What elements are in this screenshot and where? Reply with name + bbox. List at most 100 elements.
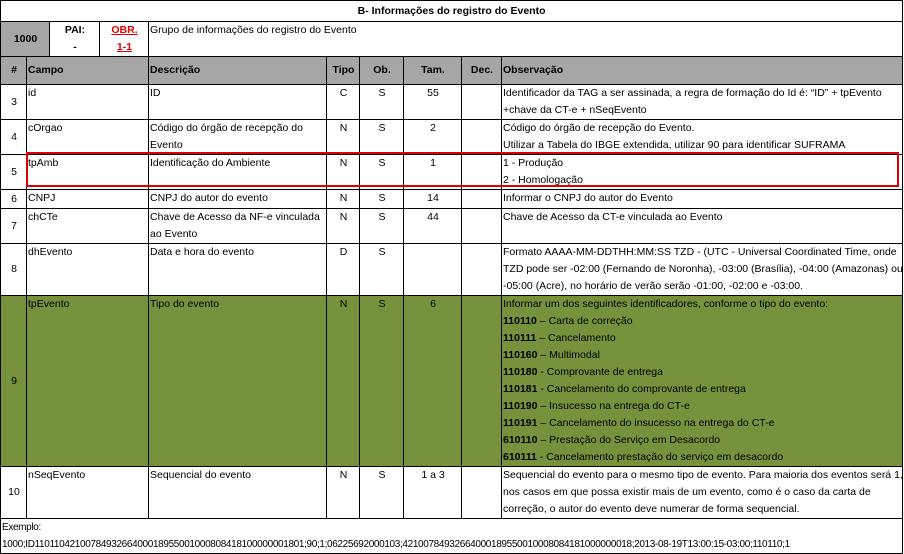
row-number: 9: [0, 295, 27, 467]
field-description: Código do órgão de recepção do Evento: [148, 119, 327, 155]
field-required: S: [359, 84, 404, 120]
field-type: N: [326, 208, 360, 244]
row-number: 7: [0, 208, 27, 244]
observation-text: Chave de Acesso da CT-e vinculada ao Eve…: [503, 211, 723, 223]
observation-text: – Prestação do Serviço em Desacordo: [537, 434, 721, 446]
table-title: B- Informações do registro do Evento: [0, 0, 904, 22]
field-name: CNPJ: [26, 189, 149, 209]
obr-label: OBR.: [111, 24, 138, 36]
field-observation: Formato AAAA-MM-DDTHH:MM:SS TZD - (UTC -…: [500, 243, 904, 296]
observation-line: 110181 - Cancelamento do comprovante de …: [503, 381, 902, 398]
field-description: Tipo do evento: [148, 295, 327, 467]
table-row: 6 CNPJ CNPJ do autor do evento N S 14 Informar…: [0, 189, 904, 209]
pai-label: PAI:: [64, 24, 86, 36]
observation-line: Utilizar a Tabela do IBGE extendida, uti…: [503, 137, 902, 154]
field-decimals: [461, 119, 502, 155]
table-row: 9 tpEvento Tipo do evento N S 6 Informar um do…: [0, 295, 904, 467]
field-decimals: [461, 84, 502, 120]
field-type: N: [326, 466, 360, 519]
field-size: [403, 243, 462, 296]
field-type: N: [326, 154, 360, 190]
field-description: Identificação do Ambiente: [148, 154, 327, 190]
event-code: 110110: [503, 315, 537, 327]
event-code: 110181: [503, 383, 538, 395]
field-required: S: [359, 466, 404, 519]
field-type: N: [326, 189, 360, 209]
observation-line: 610110 – Prestação do Serviço em Desacor…: [503, 432, 902, 449]
field-observation: Código do órgão de recepção do Evento. Ut…: [500, 119, 904, 155]
field-observation: Informar o CNPJ do autor do Evento: [500, 189, 904, 209]
field-decimals: [461, 189, 502, 209]
event-code: 110111: [503, 332, 537, 344]
group-description: Grupo de informações do registro do Even…: [147, 21, 904, 57]
observation-text: TZD pode ser -02:00 (Fernando de Noronha…: [503, 263, 903, 275]
observation-line: 610111 - Cancelamento prestação do servi…: [503, 449, 902, 466]
field-name: tpEvento: [26, 295, 149, 467]
observation-text: – Carta de correção: [536, 315, 633, 327]
field-decimals: [461, 295, 502, 467]
observation-line: 110110 – Carta de correção: [503, 313, 902, 330]
observation-line: Sequencial do evento para o mesmo tipo d…: [503, 468, 903, 485]
table-row: 8 dhEvento Data e hora do evento D S Formato …: [0, 243, 904, 296]
obr-cell: OBR. 1-1: [99, 21, 149, 57]
col-header-descricao: Descrição: [148, 56, 327, 85]
row-number: 6: [0, 189, 27, 209]
observation-line: correção, o autor do evento deve numerar…: [503, 501, 902, 518]
observation-text: Formato AAAA-MM-DDTHH:MM:SS TZD - (UTC -…: [503, 246, 897, 258]
row-number: 3: [0, 84, 27, 120]
col-header-tipo: Tipo: [326, 56, 360, 85]
table-row: 4 cOrgao Código do órgão de recepção do Ev…: [0, 119, 904, 155]
example-row: Exemplo: 1000;ID1101104210078493266400018…: [0, 518, 904, 554]
observation-text: +chave da CT-e + nSeqEvento: [503, 104, 647, 116]
observation-text: -05:00 (Acre), no horário de verão serão…: [503, 280, 804, 292]
observation-text: Identificador da TAG a ser assinada, a r…: [503, 87, 882, 99]
col-header-num: #: [0, 56, 27, 85]
row-number: 10: [0, 466, 27, 519]
observation-text: 2 - Homologação: [503, 174, 583, 186]
group-id: 1000: [0, 21, 50, 57]
col-header-tam: Tam.: [403, 56, 462, 85]
column-header-row: # Campo Descrição Tipo Ob. Tam. Dec. Obs…: [0, 56, 904, 85]
observation-text: – Multimodal: [537, 349, 600, 361]
field-observation: Sequencial do evento para o mesmo tipo d…: [500, 466, 904, 519]
field-description: CNPJ do autor do evento: [148, 189, 327, 209]
observation-line: Informar o CNPJ do autor do Evento: [503, 191, 902, 208]
table-row: 7 chCTe Chave de Acesso da NF-e vinculada …: [0, 208, 904, 244]
observation-text: - Cancelamento do comprovante de entrega: [537, 383, 746, 395]
observation-line: 110191 – Cancelamento do insucesso na en…: [503, 415, 902, 432]
pai-cell: PAI: -: [49, 21, 100, 57]
observation-line: Informar um dos seguintes identificadore…: [503, 297, 902, 314]
observation-line: nos casos em que possa existir mais de u…: [503, 484, 902, 501]
observation-text: 1 - Produção: [503, 157, 564, 169]
observation-line: Código do órgão de recepção do Evento.: [503, 121, 902, 138]
field-name: cOrgao: [26, 119, 149, 155]
col-header-observacao: Observação: [500, 56, 904, 85]
observation-line: -05:00 (Acre), no horário de verão serão…: [503, 278, 902, 295]
observation-text: correção, o autor do evento deve numerar…: [503, 503, 800, 515]
field-decimals: [461, 154, 502, 190]
observation-line: Identificador da TAG a ser assinada, a r…: [503, 86, 902, 103]
observation-text: Sequencial do evento para o mesmo tipo d…: [503, 469, 903, 481]
field-observation: 1 - Produção 2 - Homologação: [500, 154, 904, 190]
event-code: 110180: [503, 366, 538, 378]
row-number: 8: [0, 243, 27, 296]
table-row: 5 tpAmb Identificação do Ambiente N S 1 1 - Pr…: [0, 154, 904, 190]
observation-text: – Cancelamento do insucesso na entrega d…: [537, 417, 775, 429]
observation-line: +chave da CT-e + nSeqEvento: [503, 102, 902, 119]
event-code: 110191: [503, 417, 538, 429]
observation-line: 110180 - Comprovante de entrega: [503, 364, 902, 381]
observation-line: 1 - Produção: [503, 156, 902, 173]
row-number: 4: [0, 119, 27, 155]
pai-value: -: [73, 41, 77, 53]
field-observation: Chave de Acesso da CT-e vinculada ao Eve…: [500, 208, 904, 244]
observation-line: Formato AAAA-MM-DDTHH:MM:SS TZD - (UTC -…: [503, 245, 902, 262]
observation-text: nos casos em que possa existir mais de u…: [503, 486, 871, 498]
field-description: Chave de Acesso da NF-e vinculada ao Eve…: [148, 208, 327, 244]
field-size: 44: [403, 208, 462, 244]
field-required: S: [359, 208, 404, 244]
observation-text: - Cancelamento prestação do serviço em d…: [536, 451, 784, 463]
field-type: N: [326, 119, 360, 155]
field-name: chCTe: [26, 208, 149, 244]
field-type: C: [326, 84, 360, 120]
